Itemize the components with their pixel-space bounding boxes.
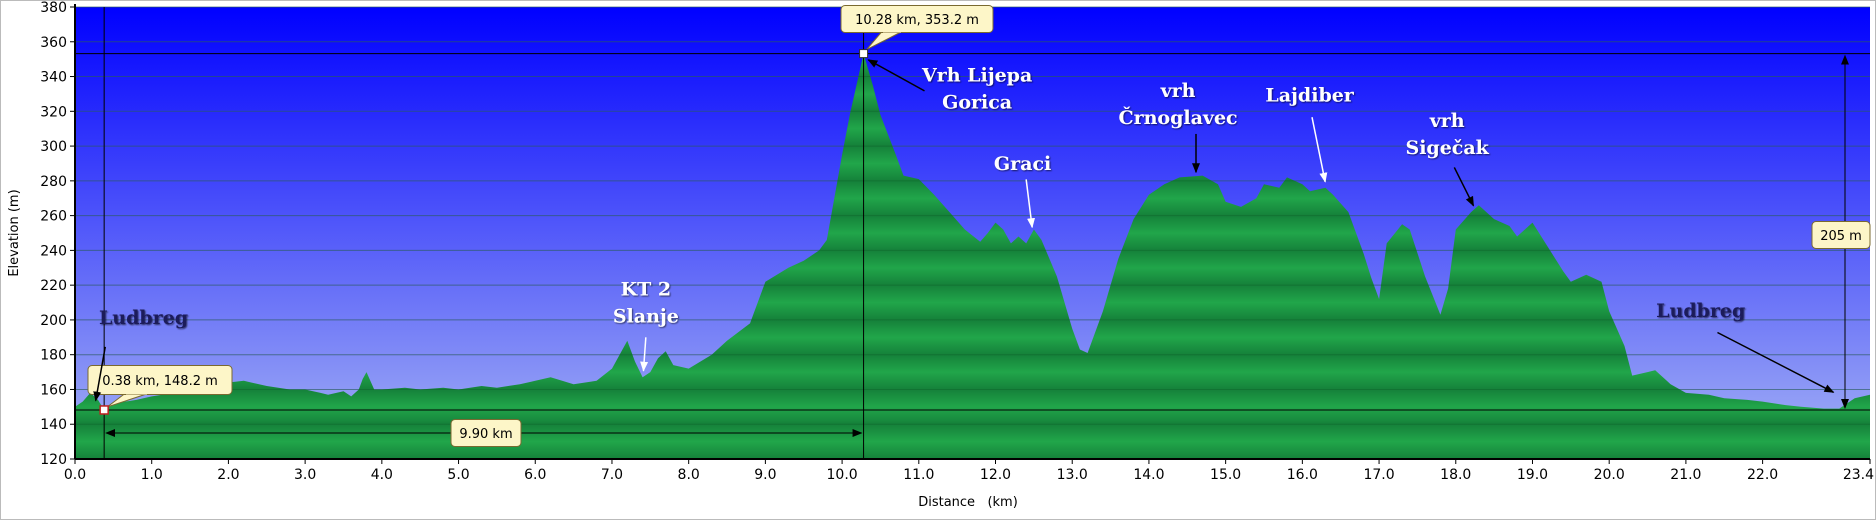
x-tick-label: 0.0 [64, 467, 86, 483]
annotation-arrow [1717, 331, 1835, 393]
y-tick-label: 160 [40, 382, 67, 398]
annotation-text: Gorica [942, 91, 1012, 113]
x-tick-label: 14.0 [1133, 467, 1164, 483]
x-tick-label: 2.0 [217, 467, 239, 483]
elevation-area [75, 53, 1870, 459]
x-tick-label: 3.0 [294, 467, 316, 483]
y-tick-label: 360 [40, 35, 67, 51]
peak-callout-text: 10.28 km, 353.2 m [855, 13, 979, 28]
measurement-overlay: 10.28 km, 353.2 m 0.38 km, 148.2 m 9.90 km… [75, 5, 1871, 460]
start-callout: 0.38 km, 148.2 m [87, 365, 233, 408]
x-tick-label: 9.0 [754, 467, 776, 483]
annotation-text: vrh [1429, 110, 1465, 132]
annotation-text: Ludbreg [1656, 300, 1745, 322]
x-tick-label: 8.0 [678, 467, 700, 483]
elevation-gain-label: 205 m [1811, 221, 1871, 249]
y-tick-label: 260 [40, 209, 67, 225]
callout-box [1811, 221, 1871, 249]
x-tick-label: 20.0 [1594, 467, 1625, 483]
annotation-lajdiber: Lajdiber [1265, 85, 1355, 183]
start-callout-text: 0.38 km, 148.2 m [102, 374, 218, 389]
peak-callout: 10.28 km, 353.2 m [840, 5, 994, 51]
start-marker [99, 405, 109, 415]
x-tick-label: 16.0 [1287, 467, 1318, 483]
x-axis-title: Distance (km) [918, 495, 1018, 510]
annotation-text: Vrh Lijepa [921, 64, 1032, 86]
y-tick-label: 320 [40, 104, 67, 120]
annotation-ludbreg: Ludbreg [93, 307, 188, 402]
annotation-text: Ludbreg [99, 307, 188, 329]
x-tick-label: 13.0 [1057, 467, 1088, 483]
x-tick-label: 11.0 [903, 467, 934, 483]
annotation-text: vrh [1160, 80, 1196, 102]
x-tick-label: 22.0 [1747, 467, 1778, 483]
callout-box [450, 419, 522, 447]
annotation-text: Lajdiber [1265, 85, 1354, 107]
y-tick-label: 280 [40, 174, 67, 190]
y-tick-label: 200 [40, 313, 67, 329]
distance-label-text: 9.90 km [459, 427, 512, 442]
annotation-text: Črnoglavec [1118, 106, 1237, 129]
x-tick-label: 1.0 [141, 467, 163, 483]
x-tick-label: 17.0 [1363, 467, 1394, 483]
x-tick-label: 18.0 [1440, 467, 1471, 483]
annotation-vrh-lijepa-gorica: Vrh Lijepa Gorica [867, 59, 1032, 113]
annotation-vrh-črnoglavec: vrh Črnoglavec [1118, 80, 1238, 174]
x-tick-label: 6.0 [524, 467, 546, 483]
y-tick-label: 120 [40, 452, 67, 468]
x-tick-label: 4.0 [371, 467, 393, 483]
callout-joint [883, 30, 901, 33]
elevation-gain-label-text: 205 m [1820, 229, 1862, 244]
y-tick-label: 180 [40, 348, 67, 364]
y-tick-label: 140 [40, 417, 67, 433]
callout-joint [126, 392, 147, 395]
y-tick-label: 220 [40, 278, 67, 294]
y-tick-label: 340 [40, 70, 67, 86]
annotation-arrow [867, 59, 925, 92]
x-tick-label: 15.0 [1210, 467, 1241, 483]
x-tick-label: 10.0 [827, 467, 858, 483]
annotation-kt-2-slanje: KT 2 Slanje [613, 278, 679, 372]
annotation-arrow [1311, 117, 1328, 183]
peak-marker [859, 49, 869, 59]
annotation-graci: Graci [994, 153, 1051, 229]
annotations: Ludbreg KT 2 Slanje Vrh Lijepa Gorica Graci vr… [93, 59, 1835, 402]
annotation-text: Sigečak [1405, 137, 1489, 159]
annotation-text: Slanje [613, 305, 679, 327]
annotation-arrow [1453, 167, 1475, 207]
callout-box [87, 365, 233, 395]
axes: 120 140 160 180 200 220 240 260 280 300 320 340 360 3… [40, 0, 1874, 483]
annotation-arrow [1025, 179, 1036, 229]
annotation-vrh-sigečak: vrh Sigečak [1405, 110, 1490, 207]
x-tick-label: 7.0 [601, 467, 623, 483]
y-tick-label: 240 [40, 243, 67, 259]
x-tick-label: 5.0 [447, 467, 469, 483]
callout-box [840, 5, 994, 33]
x-tick-label: 12.0 [980, 467, 1011, 483]
annotation-text: Graci [994, 153, 1051, 175]
x-tick-label: 21.0 [1670, 467, 1701, 483]
y-tick-label: 300 [40, 139, 67, 155]
annotation-arrow [93, 346, 106, 402]
x-tick-label: 23.4 [1843, 467, 1874, 483]
annotation-text: KT 2 [621, 278, 672, 300]
distance-label: 9.90 km [450, 419, 522, 447]
x-tick-label: 19.0 [1517, 467, 1548, 483]
annotation-arrow [640, 337, 649, 372]
y-tick-label: 380 [40, 0, 67, 16]
y-axis-title: Elevation (m) [7, 189, 22, 276]
annotation-ludbreg: Ludbreg [1656, 300, 1835, 393]
